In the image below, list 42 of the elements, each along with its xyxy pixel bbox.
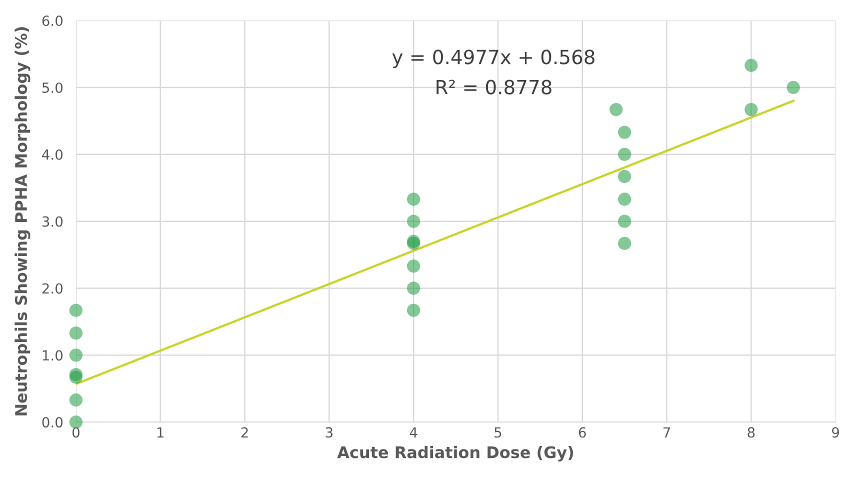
x-tick-label: 4: [410, 427, 418, 438]
point: [406, 304, 420, 317]
point: [744, 102, 758, 116]
y-tick-label: 4.0: [42, 149, 63, 160]
point: [69, 370, 83, 384]
y-tick-label: 2.0: [42, 283, 63, 294]
point: [618, 148, 632, 161]
point: [618, 192, 632, 206]
point: [406, 192, 420, 206]
point: [744, 58, 758, 72]
point: [69, 415, 83, 429]
point: [69, 393, 83, 407]
x-tick-label: 0: [72, 427, 80, 438]
point: [610, 102, 623, 116]
x-axis-title: Acute Radiation Dose (Gy): [337, 446, 574, 462]
x-tick-label: 3: [326, 427, 332, 438]
point: [406, 282, 420, 295]
point: [69, 326, 83, 340]
point: [618, 214, 632, 228]
point: [406, 260, 420, 273]
annotation: R² = 0.8778: [436, 80, 552, 94]
point: [406, 214, 420, 228]
annotation: y = 0.4977x + 0.568: [392, 50, 594, 68]
x-tick-label: 2: [241, 427, 248, 438]
x-tick-label: 8: [748, 427, 755, 438]
y-tick-label: 3.0: [42, 216, 63, 227]
point: [618, 170, 632, 184]
x-tick-label: 6: [578, 427, 586, 438]
point: [69, 348, 83, 362]
y-tick-label: 0.0: [42, 417, 63, 428]
y-axis-title: Neutrophils Showing PPHA Morphology (%): [14, 27, 30, 416]
y-tick-label: 6.0: [42, 16, 63, 26]
x-tick-label: 5: [494, 427, 502, 438]
y-tick-label: 1.0: [42, 350, 63, 361]
point: [786, 80, 800, 94]
x-tick-label: 1: [157, 427, 164, 438]
point: [618, 126, 632, 139]
point: [69, 304, 83, 317]
x-tick-label: 7: [663, 427, 670, 438]
y-tick-label: 5.0: [42, 82, 63, 93]
point: [618, 236, 632, 250]
x-tick-label: 9: [832, 427, 839, 438]
